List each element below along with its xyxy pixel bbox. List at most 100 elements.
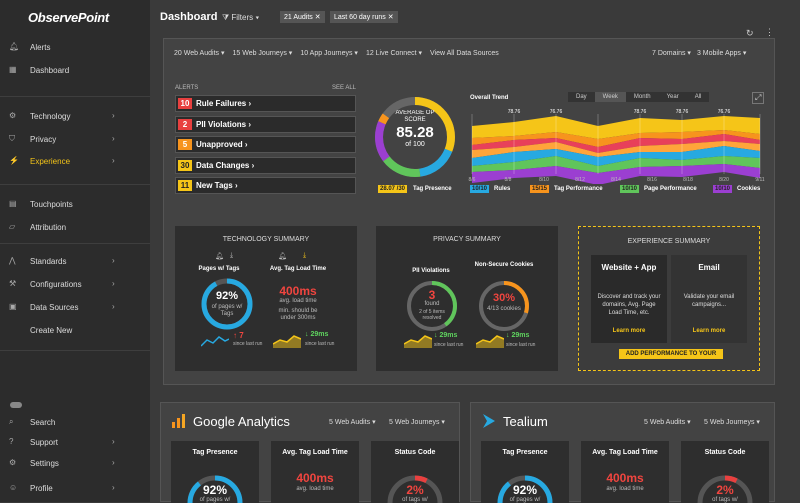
nav-item[interactable]: ⋀ Standards ›: [0, 255, 150, 269]
nav-icon: 🔔︎: [9, 42, 20, 51]
integration-title: Tealium: [503, 414, 548, 429]
nav-item[interactable]: ? Support ›: [0, 436, 150, 450]
filter-chip[interactable]: Last 60 day runs ✕: [330, 11, 398, 23]
nav-item[interactable]: ▱ Attribution: [0, 221, 150, 235]
nav-item[interactable]: 🔔︎ Alerts: [0, 41, 150, 55]
change-value: ↓ 29ms: [305, 331, 329, 338]
legend-label: Tag Performance: [554, 186, 603, 192]
metric-title: PII Violations: [412, 268, 450, 274]
ring: [407, 281, 457, 331]
trend-tab[interactable]: Month: [633, 94, 651, 100]
ring: [187, 475, 243, 503]
change-number: 29ms: [511, 332, 530, 339]
technology-summary: TECHNOLOGY SUMMARY 🔔︎ ⤓ 🔔︎ ⤓ Pages w/ Ta…: [175, 226, 357, 371]
icon[interactable]: ⤓: [303, 252, 307, 259]
score-label: AVERAGE OP SCORE: [395, 110, 435, 123]
icon[interactable]: 🔔︎: [278, 253, 287, 260]
trend-tab[interactable]: All: [694, 94, 702, 100]
metric-value: 3: [428, 288, 436, 302]
x-label: 8/10: [539, 177, 549, 183]
filter-dropdown[interactable]: 7 Domains ▾: [652, 50, 691, 57]
nav-item[interactable]: ⌕ Search: [0, 416, 150, 430]
ring: [479, 281, 529, 331]
nav-item[interactable]: ⚒ Configurations ›: [0, 278, 150, 292]
learn-more-link[interactable]: Learn more: [612, 328, 646, 334]
filter-dropdown[interactable]: 10 App Journeys ▾: [300, 50, 358, 57]
alert-row[interactable]: 5 Unapproved ›: [175, 136, 356, 153]
nav-icon: ⋀: [9, 256, 16, 265]
metric-title: Tag Presence: [502, 449, 548, 456]
panel-dropdown[interactable]: 5 Web Journeys ▾: [704, 419, 760, 426]
nav-label: Privacy: [30, 135, 57, 144]
icon[interactable]: ⤓: [230, 252, 234, 259]
nav-icon: ⛉: [9, 134, 15, 143]
ring-arc: [697, 475, 753, 503]
icon[interactable]: 🔔︎: [215, 253, 224, 260]
metric-sub: of tags w/: [712, 497, 738, 503]
change-sub: since last run: [506, 342, 536, 348]
trend-tab[interactable]: Week: [594, 92, 626, 102]
logo[interactable]: ObservePoint: [28, 10, 109, 25]
metric-value: 2%: [716, 483, 734, 497]
alert-row[interactable]: 2 PII Violations ›: [175, 115, 356, 133]
x-label: 8/14: [611, 177, 621, 183]
nav-chevron: ›: [112, 279, 115, 288]
filter-dropdown[interactable]: 15 Web Journeys ▾: [232, 50, 293, 57]
alert-row[interactable]: 30 Data Changes ›: [175, 156, 356, 174]
metric-card: Avg. Tag Load Time 400ms avg. load time: [271, 441, 359, 503]
nav-item[interactable]: ⚡ Experience ›: [0, 155, 150, 169]
integration-logo: [171, 413, 187, 429]
metric-value: 400ms: [279, 284, 317, 298]
toggle[interactable]: [10, 402, 22, 408]
nav-label: Technology: [30, 112, 71, 121]
page-title: Dashboard: [160, 11, 218, 23]
add-performance-button[interactable]: ADD PERFORMANCE TO YOUR: [619, 349, 723, 359]
metric-sub: of tags w/: [402, 497, 428, 503]
alerts-title: ALERTS: [175, 85, 199, 91]
filter-dropdown[interactable]: 12 Live Connect ▾: [365, 50, 422, 57]
nav-item[interactable]: ⚙ Settings ›: [0, 457, 150, 471]
divider: [0, 96, 150, 97]
panel-dropdown[interactable]: 5 Web Audits ▾: [329, 419, 376, 426]
filters-button[interactable]: ⧩ Filters ▾: [222, 13, 260, 22]
x-label: 9/11: [755, 177, 765, 183]
filter-dropdown[interactable]: 20 Web Audits ▾: [174, 50, 225, 57]
nav-item[interactable]: Create New: [0, 324, 150, 338]
view-all-link[interactable]: View All Data Sources: [430, 50, 499, 57]
panel-dropdown[interactable]: 5 Web Journeys ▾: [389, 419, 445, 426]
trend-tab[interactable]: Year: [666, 94, 679, 100]
nav-label: Profile: [30, 484, 53, 493]
nav-item[interactable]: ⚙ Technology ›: [0, 110, 150, 124]
nav-item[interactable]: ▦ Dashboard: [0, 64, 150, 78]
learn-more-link[interactable]: Learn more: [692, 328, 726, 334]
legend-label: Rules: [494, 186, 511, 192]
filter-dropdown[interactable]: 3 Mobile Apps ▾: [696, 50, 747, 57]
ring-arc: [187, 475, 243, 503]
metric-sub: found: [424, 301, 440, 307]
score-gauge: AVERAGE OP SCORE 85.28 of 100: [375, 97, 455, 177]
filter-chip[interactable]: 21 Audits ✕: [280, 11, 325, 23]
alert-label: PII Violations ›: [196, 119, 251, 129]
refresh-button[interactable]: ↻: [746, 28, 754, 38]
more-button[interactable]: ⋮: [765, 27, 774, 37]
expand-button[interactable]: ⤢: [752, 92, 765, 104]
panel-dropdown[interactable]: 5 Web Audits ▾: [644, 419, 691, 426]
nav-item[interactable]: ▣ Data Sources ›: [0, 301, 150, 315]
nav-item[interactable]: ⛉ Privacy ›: [0, 133, 150, 147]
see-all-link[interactable]: SEE ALL: [332, 85, 357, 91]
metric-title: Status Code: [394, 449, 436, 456]
ring: [497, 475, 553, 503]
trend-tab[interactable]: Day: [576, 94, 587, 100]
metric-card: Tag Presence 92% of pages w/: [481, 441, 569, 503]
metric-sub: avg. load time: [279, 298, 317, 304]
integration-logo: [481, 413, 497, 429]
change-number: 29ms: [310, 331, 329, 338]
nav-icon: ▦: [9, 65, 17, 74]
alert-row[interactable]: 10 Rule Failures ›: [175, 95, 356, 112]
nav-chevron: ›: [112, 483, 115, 492]
alert-row[interactable]: 11 New Tags ›: [175, 177, 356, 194]
nav-item[interactable]: ▤ Touchpoints: [0, 198, 150, 212]
metric-title: Tag Presence: [192, 449, 238, 456]
nav-item[interactable]: ☺ Profile ›: [0, 482, 150, 496]
gauge-segment: [375, 97, 455, 177]
